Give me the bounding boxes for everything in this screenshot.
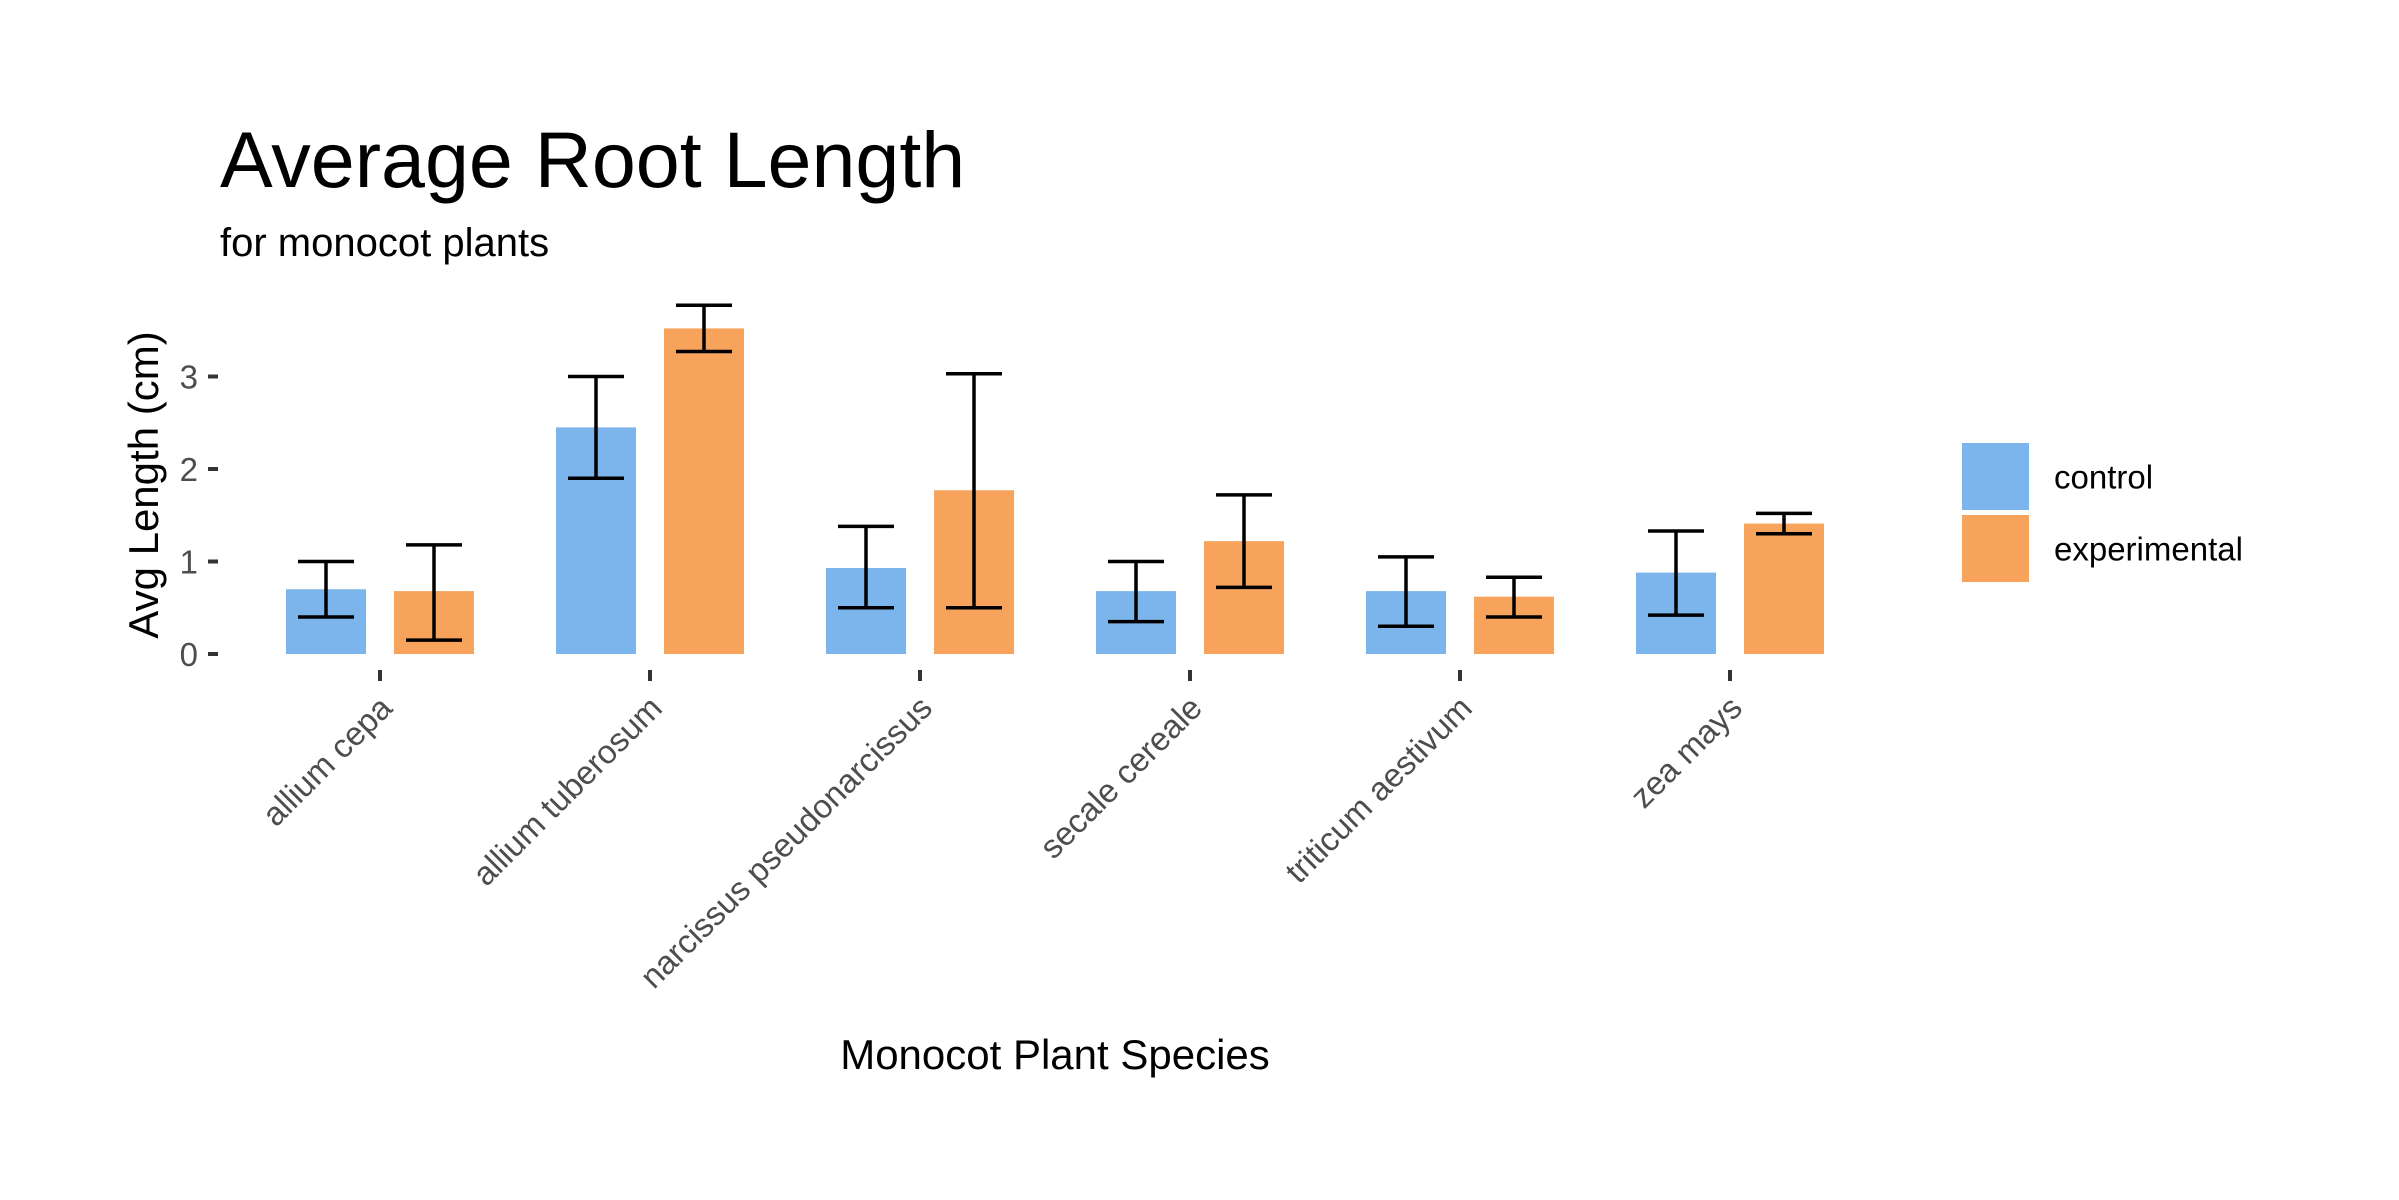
error-bars-group [298,303,1812,642]
x-axis-title: Monocot Plant Species [840,1031,1270,1078]
bars-group [286,328,1824,654]
x-tick-label: secale cereale [1032,689,1209,866]
legend-label-experimental: experimental [2054,531,2243,568]
x-tick-label: allium cepa [255,688,400,833]
y-tick-label: 2 [180,451,198,488]
legend-swatch-experimental [1962,515,2029,582]
legend: control experimental [1962,443,2243,582]
y-axis-title: Avg Length (cm) [120,331,167,638]
x-tick-label: narcissus pseudonarcissus [633,689,939,995]
y-axis: 0 1 2 3 [180,359,218,673]
y-tick-label: 3 [180,359,198,396]
chart-title: Average Root Length [220,115,965,204]
x-tick-label: triticum aestivum [1278,689,1479,890]
legend-swatch-control [1962,443,2029,510]
y-tick-label: 0 [180,636,198,673]
bar-experimental [1744,523,1824,654]
x-tick-label: allium tuberosum [465,689,669,893]
bar-experimental [664,328,744,654]
legend-label-control: control [2054,459,2153,496]
y-tick-label: 1 [180,544,198,581]
chart-subtitle: for monocot plants [220,221,549,265]
x-tick-label: zea mays [1623,689,1749,815]
